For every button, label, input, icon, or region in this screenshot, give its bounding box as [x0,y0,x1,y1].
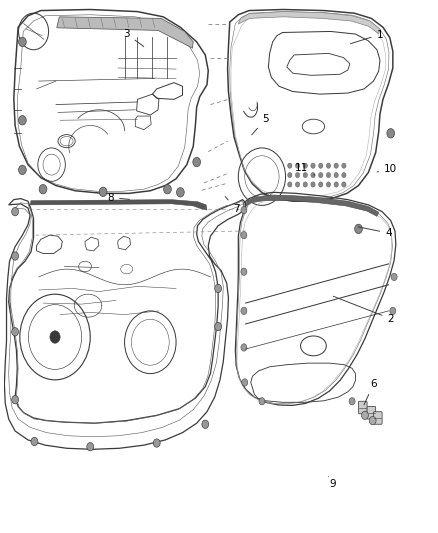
Circle shape [177,188,184,197]
Circle shape [241,268,247,276]
Circle shape [318,173,323,177]
Circle shape [295,173,300,177]
Circle shape [241,344,247,351]
Polygon shape [246,196,379,216]
Circle shape [369,416,376,425]
Circle shape [295,163,300,168]
Circle shape [18,37,26,46]
Polygon shape [57,17,193,48]
Circle shape [334,182,338,187]
Circle shape [318,182,323,187]
Circle shape [39,184,47,194]
Circle shape [390,307,396,314]
Text: 1: 1 [350,29,383,44]
Circle shape [241,307,247,314]
Text: 2: 2 [333,296,394,324]
Circle shape [242,379,248,386]
Circle shape [87,442,94,451]
Circle shape [391,273,397,280]
Polygon shape [238,12,380,34]
Circle shape [12,328,18,336]
Text: 10: 10 [377,164,397,174]
Circle shape [288,182,292,187]
Circle shape [318,163,323,168]
Circle shape [387,128,395,138]
Text: 3: 3 [124,29,144,46]
Circle shape [361,411,368,419]
Circle shape [153,439,160,447]
Circle shape [349,398,355,405]
Circle shape [342,163,346,168]
FancyBboxPatch shape [367,407,376,419]
Circle shape [342,173,346,177]
Circle shape [31,437,38,446]
Circle shape [99,187,107,197]
Text: 8: 8 [107,192,130,203]
Circle shape [215,322,222,331]
Text: 9: 9 [328,477,336,489]
Circle shape [311,182,315,187]
Circle shape [241,206,247,214]
Circle shape [215,284,222,293]
Text: 5: 5 [252,114,268,135]
FancyBboxPatch shape [358,401,367,414]
Circle shape [334,163,338,168]
Circle shape [259,398,265,405]
Circle shape [12,395,18,404]
Circle shape [326,173,331,177]
Circle shape [334,173,338,177]
Circle shape [288,173,292,177]
Text: 6: 6 [364,379,377,405]
Circle shape [164,184,171,194]
Circle shape [202,420,208,429]
Circle shape [303,163,307,168]
Circle shape [342,182,346,187]
Circle shape [18,116,26,125]
Circle shape [303,173,307,177]
Circle shape [355,224,362,233]
Circle shape [50,331,60,343]
Text: 4: 4 [358,227,392,238]
Text: 11: 11 [295,163,315,175]
Circle shape [241,231,247,239]
Circle shape [326,182,331,187]
Circle shape [288,163,292,168]
Circle shape [18,165,26,175]
Circle shape [311,173,315,177]
Circle shape [12,207,18,216]
Text: 7: 7 [225,197,240,214]
Circle shape [295,182,300,187]
Circle shape [303,182,307,187]
Circle shape [311,163,315,168]
Polygon shape [30,200,207,210]
Circle shape [193,157,201,167]
Circle shape [326,163,331,168]
Circle shape [12,252,18,260]
FancyBboxPatch shape [374,411,382,424]
